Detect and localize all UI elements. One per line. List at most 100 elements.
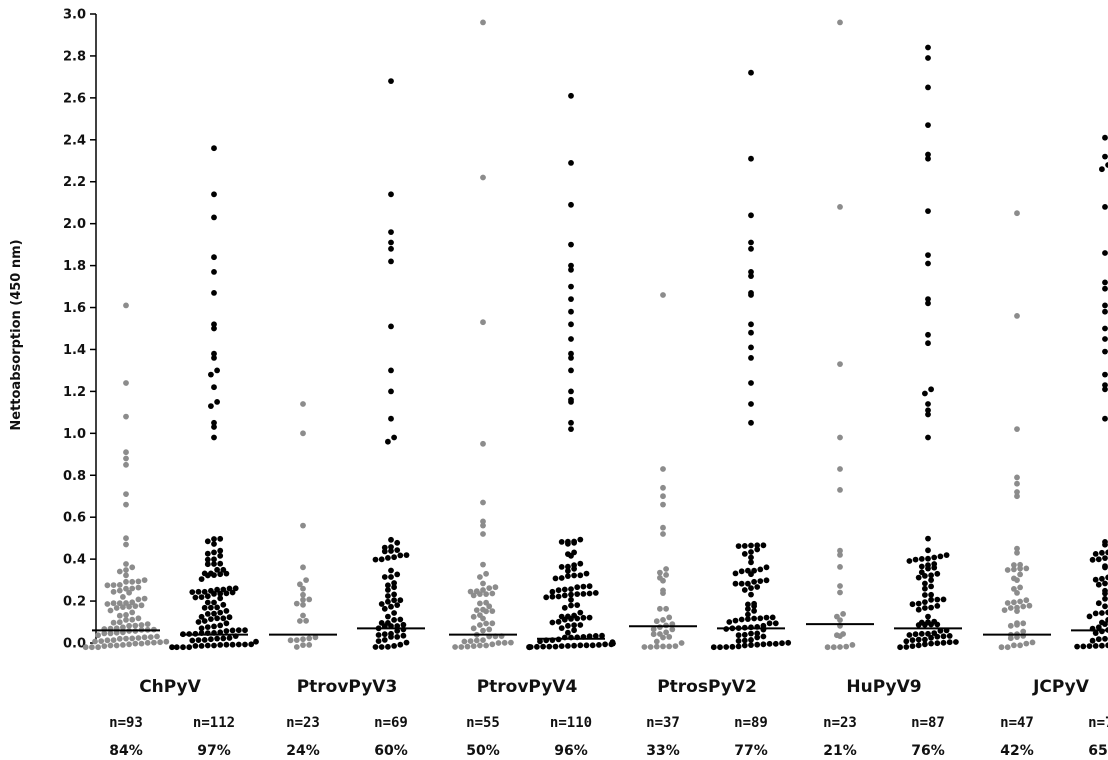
data-point bbox=[201, 618, 208, 624]
data-point bbox=[388, 536, 394, 543]
data-point bbox=[186, 644, 193, 651]
data-point bbox=[1011, 562, 1017, 568]
data-point bbox=[132, 603, 139, 609]
data-point bbox=[394, 602, 401, 608]
data-point bbox=[220, 635, 227, 642]
data-point bbox=[169, 644, 175, 651]
data-point bbox=[483, 642, 489, 649]
sample-size-label: n=110 bbox=[550, 715, 592, 731]
data-point bbox=[609, 639, 616, 646]
data-point bbox=[748, 585, 754, 591]
data-point bbox=[1017, 571, 1023, 578]
data-point bbox=[928, 577, 934, 583]
data-point bbox=[769, 614, 776, 621]
data-point bbox=[388, 323, 394, 330]
data-point bbox=[748, 355, 754, 361]
data-point bbox=[110, 637, 117, 643]
data-point bbox=[1011, 599, 1017, 606]
data-point bbox=[925, 155, 931, 162]
data-point bbox=[918, 630, 925, 637]
data-point bbox=[300, 430, 306, 437]
data-point bbox=[110, 600, 117, 607]
data-point bbox=[925, 407, 931, 414]
y-tick-label: 3.0 bbox=[63, 8, 86, 23]
data-point bbox=[1102, 595, 1108, 602]
data-point bbox=[300, 401, 306, 407]
data-point bbox=[508, 639, 514, 646]
percent-label: 24% bbox=[286, 743, 320, 759]
sample-size-label: n=112 bbox=[193, 715, 235, 731]
data-point bbox=[107, 630, 114, 637]
data-point bbox=[214, 604, 221, 611]
data-point bbox=[489, 641, 496, 648]
data-point bbox=[242, 627, 248, 634]
data-point bbox=[211, 556, 217, 563]
data-point bbox=[123, 572, 129, 579]
data-point bbox=[192, 594, 199, 601]
data-point bbox=[116, 568, 123, 575]
data-point bbox=[495, 640, 502, 646]
data-point bbox=[592, 633, 599, 639]
data-point bbox=[922, 573, 928, 579]
data-point bbox=[592, 590, 599, 596]
data-point bbox=[925, 252, 931, 258]
data-point bbox=[129, 564, 136, 571]
data-point bbox=[107, 607, 114, 614]
data-point bbox=[204, 538, 211, 545]
sample-size-label: n=23 bbox=[286, 715, 320, 731]
y-axis: 0.0 0.2 0.4 0.6 0.8 1.0 1.2 1.4 1.6 1.8 2.0 2.2 2.4 2… bbox=[63, 8, 97, 652]
data-point bbox=[1014, 426, 1020, 432]
data-point bbox=[123, 302, 129, 309]
data-point bbox=[229, 627, 236, 634]
data-point bbox=[204, 593, 211, 600]
data-point bbox=[220, 615, 227, 622]
data-point bbox=[300, 612, 306, 619]
data-point bbox=[568, 350, 574, 357]
data-point bbox=[1086, 613, 1093, 620]
data-point bbox=[1099, 575, 1105, 582]
data-point bbox=[830, 644, 837, 651]
data-point bbox=[1105, 162, 1108, 168]
data-point bbox=[922, 621, 928, 628]
data-point bbox=[903, 644, 910, 650]
data-point bbox=[897, 644, 903, 651]
data-point bbox=[378, 601, 385, 607]
data-point bbox=[391, 434, 397, 441]
data-point bbox=[1020, 603, 1027, 610]
data-point bbox=[135, 615, 142, 622]
data-point bbox=[928, 621, 934, 628]
percent-label: 21% bbox=[823, 743, 857, 759]
data-point bbox=[1099, 166, 1105, 173]
percent-label: 96% bbox=[554, 743, 588, 759]
data-point bbox=[922, 592, 928, 598]
data-point bbox=[135, 596, 142, 603]
percent-label: 60% bbox=[374, 743, 408, 759]
data-point bbox=[223, 620, 230, 627]
data-point bbox=[925, 44, 931, 51]
data-point bbox=[1020, 620, 1027, 627]
data-point bbox=[123, 612, 129, 618]
data-point bbox=[837, 589, 843, 596]
data-point bbox=[303, 617, 309, 624]
data-point bbox=[388, 245, 394, 252]
data-point bbox=[735, 638, 742, 644]
data-point bbox=[208, 371, 214, 378]
data-point bbox=[226, 585, 233, 592]
data-point bbox=[95, 644, 101, 651]
data-point bbox=[123, 541, 129, 548]
data-point bbox=[306, 642, 313, 648]
data-point bbox=[480, 580, 486, 587]
data-point bbox=[113, 642, 120, 649]
data-point bbox=[1001, 607, 1008, 613]
data-point bbox=[568, 266, 574, 273]
data-point bbox=[138, 640, 145, 647]
data-point bbox=[397, 616, 404, 623]
data-point bbox=[766, 620, 773, 627]
data-point bbox=[391, 643, 397, 649]
data-point bbox=[480, 319, 486, 326]
data-point bbox=[1095, 556, 1102, 563]
data-point bbox=[748, 69, 754, 76]
data-point bbox=[388, 367, 394, 374]
data-point bbox=[226, 614, 233, 621]
data-point bbox=[391, 584, 397, 591]
